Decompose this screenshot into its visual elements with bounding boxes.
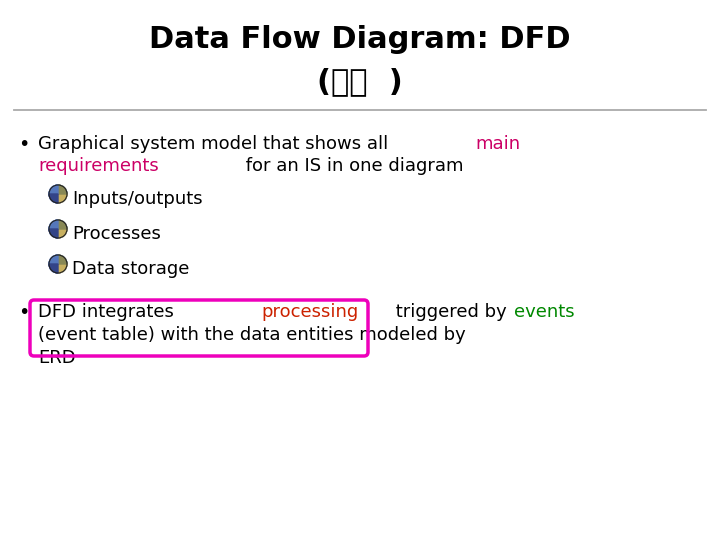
Text: •: •	[18, 303, 30, 322]
Text: triggered by: triggered by	[390, 303, 512, 321]
Wedge shape	[49, 264, 58, 273]
Wedge shape	[58, 255, 67, 264]
Wedge shape	[49, 220, 58, 229]
Text: Graphical system model that shows all: Graphical system model that shows all	[38, 135, 394, 153]
Text: ERD: ERD	[38, 349, 76, 367]
Wedge shape	[49, 229, 58, 238]
Text: (ตอ  ): (ตอ )	[317, 68, 403, 97]
Text: main: main	[475, 135, 521, 153]
Wedge shape	[58, 194, 67, 203]
Wedge shape	[49, 194, 58, 203]
Text: Inputs/outputs: Inputs/outputs	[72, 190, 202, 208]
Text: •: •	[18, 135, 30, 154]
Circle shape	[49, 220, 67, 238]
Circle shape	[49, 255, 67, 273]
Text: Processes: Processes	[72, 225, 161, 243]
Text: processing: processing	[261, 303, 359, 321]
Circle shape	[49, 185, 67, 203]
Text: DFD integrates: DFD integrates	[38, 303, 179, 321]
Text: for an IS in one diagram: for an IS in one diagram	[240, 157, 464, 175]
Text: requirements: requirements	[38, 157, 158, 175]
Wedge shape	[49, 185, 58, 194]
Text: Data storage: Data storage	[72, 260, 189, 278]
Wedge shape	[58, 185, 67, 194]
Text: events: events	[514, 303, 575, 321]
Text: Data Flow Diagram: DFD: Data Flow Diagram: DFD	[149, 25, 571, 55]
Wedge shape	[58, 264, 67, 273]
Wedge shape	[49, 255, 58, 264]
Text: (event table) with the data entities modeled by: (event table) with the data entities mod…	[38, 326, 466, 344]
Wedge shape	[58, 229, 67, 238]
Wedge shape	[58, 220, 67, 229]
